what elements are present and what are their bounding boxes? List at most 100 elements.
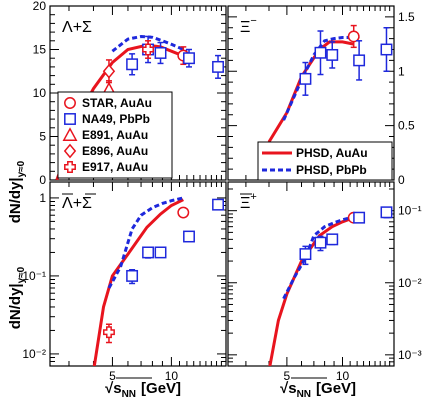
y-axis-title: dN/dy|y≈0 (7, 160, 27, 223)
legend-box (57, 91, 173, 179)
data-point-square (154, 246, 167, 259)
data-point-square (183, 52, 195, 65)
data-point-square (212, 60, 224, 73)
panel-label-main: Ξ (240, 19, 250, 36)
data-point-square (212, 198, 224, 211)
x-axis-title-right: √sNN [GeV] (280, 377, 356, 400)
data-point-square (299, 248, 312, 261)
legend-box (257, 141, 393, 181)
data-point-square (380, 43, 393, 56)
data-point-square (353, 54, 366, 67)
y-tick-label: 1.5 (398, 10, 415, 24)
x-axis-title-left-sub: NN (122, 389, 136, 400)
y-tick-label: 5 (39, 130, 46, 144)
svg-text:√sNN[GeV]: √sNN [GeV] (105, 380, 181, 400)
y-tick-label: 10 (33, 86, 47, 100)
y-tick-label: 15 (33, 43, 47, 57)
y-tick-label: 10⁻¹ (398, 204, 422, 218)
data-point-circle (177, 206, 190, 219)
data-points (299, 206, 393, 266)
data-point-square (126, 269, 139, 282)
legend-marker-circle (64, 97, 76, 109)
panel-label-sup: − (250, 15, 256, 27)
data-points (299, 24, 393, 96)
phsd-pbpb-curve (111, 34, 188, 53)
y-axis-title-sub: y≈0 (16, 160, 27, 177)
y-tick-label: 10⁻¹ (22, 269, 46, 283)
legend-marker-cross (64, 161, 76, 173)
x-axis-title-left-sqrt: √s (105, 380, 122, 397)
data-point-circle (347, 30, 360, 43)
panel-label: Λ+Σ (62, 195, 92, 212)
data-point-diamond (102, 63, 116, 79)
data-point-square (326, 233, 339, 246)
panel-frame (227, 181, 395, 367)
y-tick-label: 0 (39, 173, 46, 187)
x-axis-title-left-unit: [GeV] (141, 380, 181, 397)
y-tick-label: 0 (398, 173, 405, 187)
data-point-square (142, 246, 155, 259)
y-tick-label: 20 (33, 0, 47, 13)
panel-label-sup: + (250, 191, 256, 203)
data-point-square (126, 58, 139, 71)
y-tick-label: 0.5 (398, 119, 415, 133)
x-axis-title-right-unit: [GeV] (316, 380, 356, 397)
legend-label: E917, AuAu (82, 160, 148, 174)
panel-label-main: Ξ (240, 195, 250, 212)
y-axis-title-bottom-sub: y≈0 (16, 266, 27, 283)
legend-marker-triangle (62, 127, 78, 141)
data-points (101, 35, 224, 99)
legend-label: NA49, PbPb (82, 112, 150, 126)
data-point-square (353, 211, 366, 224)
phsd-auau-curve (267, 40, 354, 143)
x-axis-title-left: √sNN [GeV] (105, 377, 181, 400)
legend-marker-square (64, 113, 76, 125)
y-tick-label: 1 (39, 191, 46, 205)
legend-marker-diamond (63, 143, 77, 159)
panel-frame (49, 181, 227, 367)
y-axis-title-bottom: dN/dy|y≈0 (7, 266, 27, 329)
data-points (103, 198, 224, 344)
y-tick-label: 10⁻³ (398, 348, 422, 362)
panel-label-main: Λ+Σ (62, 19, 92, 36)
panel-label-main: Λ+Σ (62, 195, 92, 212)
x-axis-title-right-sub: NN (297, 389, 311, 400)
y-tick-label: 10⁻² (398, 276, 422, 290)
panel-xi_minus: 0 0.5 1 1.5 Ξ− (227, 5, 415, 187)
panel-label: Λ+Σ (62, 19, 92, 36)
phsd-pbpb-curve (282, 213, 361, 300)
phsd-pbpb-curve (107, 196, 184, 289)
legend-label: STAR, AuAu (82, 96, 152, 110)
legend-label: E896, AuAu (82, 144, 148, 158)
data-point-square (326, 48, 339, 61)
data-point-square (380, 206, 393, 219)
x-tick-label: 5 (109, 369, 116, 383)
data-point-square (154, 47, 167, 59)
data-point-square (314, 46, 327, 59)
y-tick-label: 10⁻² (22, 347, 46, 361)
y-axis-title-main: dN/dy| (7, 177, 24, 223)
legend-label: PHSD, AuAu (296, 146, 368, 160)
x-tick-label: 10 (336, 369, 350, 383)
y-axis-title-bottom-main: dN/dy| (7, 283, 24, 329)
data-point-square (299, 72, 312, 85)
svg-text:√sNN[GeV]: √sNN [GeV] (280, 380, 356, 400)
legend-experimental: STAR, AuAu NA49, PbPb E891, AuAu E896, AuAu… (57, 91, 173, 179)
data-point-cross (103, 326, 115, 339)
x-tick-label: 10 (165, 369, 179, 383)
panel-antilambda: 5 10 10⁻² 10⁻¹ 1 Λ+Σ (22, 181, 227, 383)
x-tick-label: 5 (284, 369, 291, 383)
legend-model: PHSD, AuAu PHSD, PbPb (257, 141, 393, 181)
panel-antixi: 5 10 10⁻³ 10⁻² 10⁻¹ Ξ+ (227, 181, 422, 383)
legend-label: E891, AuAu (82, 128, 148, 142)
panel-label: Ξ+ (240, 191, 257, 212)
data-point-cross (142, 43, 155, 56)
panel-label: Ξ− (240, 15, 257, 36)
legend-label: PHSD, PbPb (296, 163, 367, 177)
x-axis-title-right-sqrt: √s (280, 380, 297, 397)
y-tick-label: 1 (398, 64, 405, 78)
phsd-auau-curve (92, 198, 184, 366)
data-point-square (314, 236, 327, 249)
